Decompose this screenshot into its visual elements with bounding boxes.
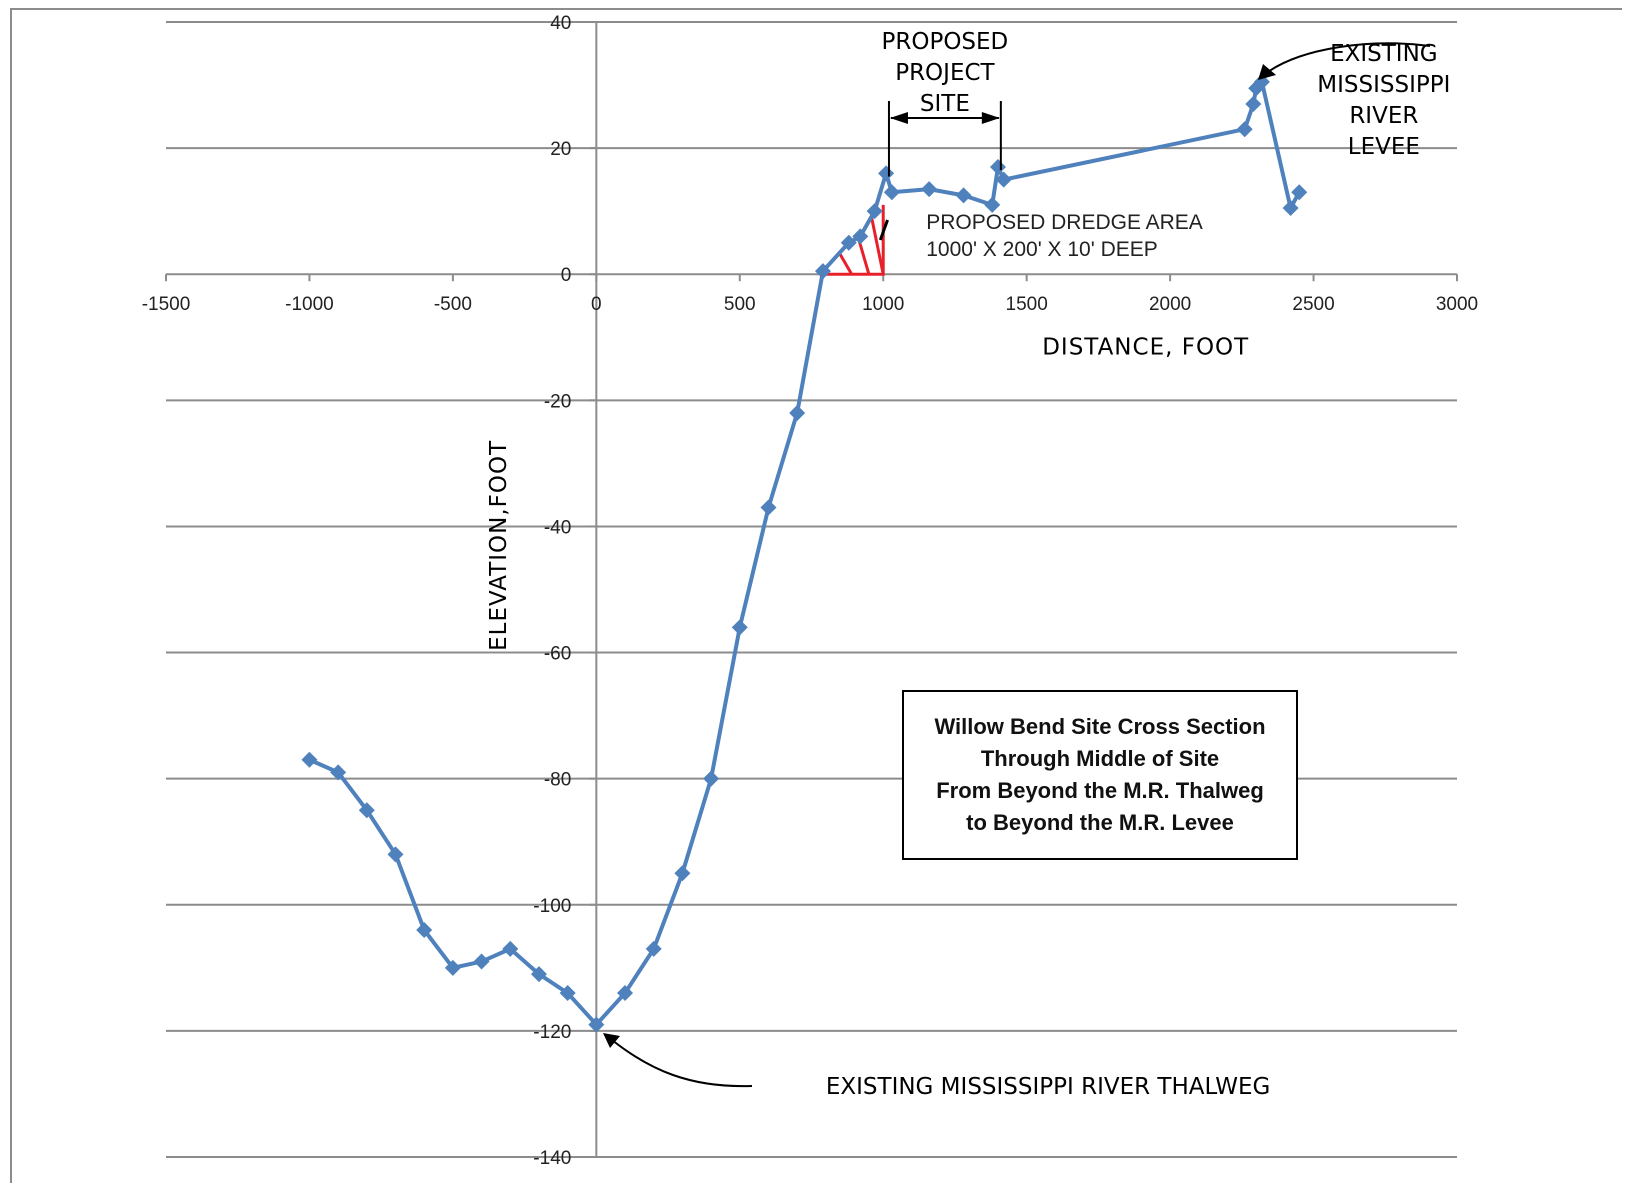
info-line-1: Willow Bend Site Cross Section — [934, 714, 1266, 739]
data-point — [852, 228, 869, 245]
y-tick-label: 20 — [550, 139, 571, 160]
x-tick-label: 0 — [591, 294, 602, 315]
y-axis-title: ELEVATION,FOOT — [486, 440, 512, 651]
data-point — [473, 953, 490, 970]
y-tick-label: -140 — [533, 1148, 571, 1169]
data-point — [984, 196, 1001, 213]
data-point — [814, 263, 831, 280]
x-tick-label: 2000 — [1149, 294, 1191, 315]
chart-frame — [10, 8, 1622, 1183]
tick-labels: -1500 -1000 -500 0 500 1000 1500 2000 2500 300040… — [142, 13, 1478, 1169]
data-point — [1236, 121, 1253, 138]
levee-arrowhead — [1258, 64, 1276, 80]
x-tick-label: -1000 — [285, 294, 334, 315]
x-tick-label: 1500 — [1006, 294, 1048, 315]
info-line-3: From Beyond the M.R. Thalweg — [936, 778, 1264, 803]
data-point — [1282, 200, 1299, 217]
data-point — [1245, 95, 1262, 112]
thalweg-leader — [611, 1039, 753, 1088]
y-tick-label: -40 — [544, 517, 571, 538]
x-tick-label: 1000 — [862, 294, 904, 315]
x-tick-label: 500 — [724, 294, 756, 315]
annotations: PROPOSED PROJECT SITE PROPOSED DREDGE AREA 1… — [603, 29, 1450, 1100]
data-point — [731, 619, 748, 636]
series-markers — [301, 73, 1308, 1033]
dredge-leader — [878, 219, 889, 241]
info-line-4: to Beyond the M.R. Levee — [966, 810, 1234, 835]
y-tick-label: -100 — [533, 896, 571, 917]
y-tick-label: 0 — [561, 265, 572, 286]
data-point — [617, 985, 634, 1002]
data-point — [878, 165, 895, 182]
info-box: Willow Bend Site Cross Section Through M… — [902, 690, 1298, 860]
project-site-label: PROJECT — [895, 60, 995, 86]
data-point — [995, 171, 1012, 188]
data-point — [502, 940, 519, 957]
x-tick-label: -1500 — [142, 294, 191, 315]
dredge-hatch — [870, 217, 885, 275]
y-tick-label: 40 — [550, 13, 571, 34]
data-point — [301, 751, 318, 768]
dredge-area-label: 1000' X 200' X 10' DEEP — [926, 238, 1158, 261]
x-tick-label: 3000 — [1436, 294, 1478, 315]
data-point — [989, 159, 1006, 176]
data-point — [789, 404, 806, 421]
dimension-arrow-right — [981, 112, 1000, 124]
data-point — [866, 203, 883, 220]
data-point — [955, 187, 972, 204]
dredge-hatch — [838, 253, 853, 275]
data-point — [1291, 184, 1308, 201]
y-tick-label: -60 — [544, 644, 571, 665]
dimension-arrow-left — [889, 112, 908, 124]
data-point — [330, 764, 347, 781]
data-point — [588, 1016, 605, 1033]
data-point — [840, 234, 857, 251]
x-tick-label: -500 — [434, 294, 472, 315]
y-tick-label: -80 — [544, 770, 571, 791]
project-site-label: SITE — [920, 91, 970, 117]
data-point — [760, 499, 777, 516]
data-point — [530, 966, 547, 983]
project-site-label: PROPOSED — [882, 29, 1009, 55]
info-line-2: Through Middle of Site — [980, 746, 1220, 771]
data-point — [883, 184, 900, 201]
levee-label: LEVEE — [1348, 134, 1420, 160]
data-point — [387, 846, 404, 863]
y-tick-label: -120 — [533, 1022, 571, 1043]
data-point — [358, 802, 375, 819]
levee-leader — [1264, 42, 1431, 75]
data-point — [674, 865, 691, 882]
data-point — [416, 922, 433, 938]
y-tick-label: -20 — [544, 391, 571, 412]
dredge-area-label: PROPOSED DREDGE AREA — [926, 211, 1203, 234]
data-point — [921, 181, 938, 198]
x-tick-label: 2500 — [1292, 294, 1334, 315]
data-point — [444, 959, 461, 976]
levee-label: RIVER — [1349, 103, 1418, 129]
data-point — [559, 985, 576, 1002]
data-point — [1253, 73, 1270, 90]
data-point — [703, 770, 720, 787]
x-axis-title: DISTANCE, FOOT — [1042, 334, 1249, 360]
axes — [165, 21, 1458, 1158]
thalweg-arrowhead — [603, 1033, 620, 1048]
thalweg-label: EXISTING MISSISSIPPI RIVER THALWEG — [826, 1074, 1270, 1100]
data-point — [645, 940, 662, 957]
levee-label: MISSISSIPPI — [1317, 72, 1450, 98]
grid-lines — [166, 21, 1457, 1158]
